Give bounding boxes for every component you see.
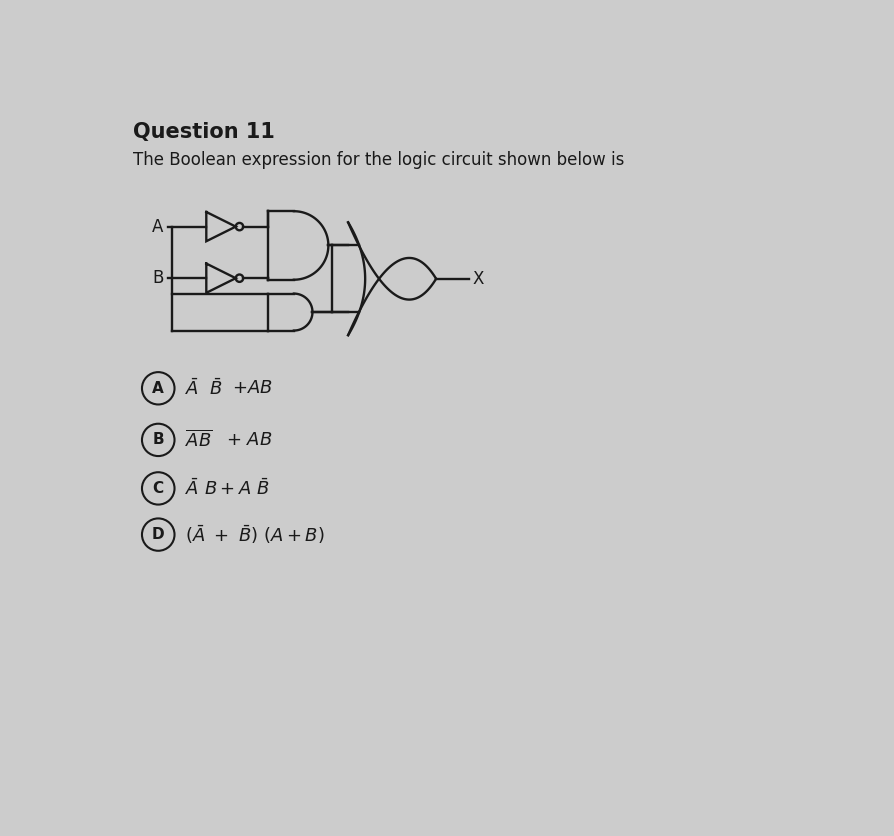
Text: B: B bbox=[153, 432, 164, 447]
Text: $\overline{AB}$: $\overline{AB}$ bbox=[185, 430, 213, 451]
Text: $+ AB$: $+ AB$ bbox=[232, 380, 273, 397]
Text: A: A bbox=[152, 217, 164, 236]
Text: $\bar{B}$: $\bar{B}$ bbox=[208, 378, 222, 399]
Text: A: A bbox=[152, 381, 164, 395]
Text: B: B bbox=[152, 269, 164, 288]
Text: $+ \ AB$: $+ \ AB$ bbox=[225, 431, 272, 449]
Text: $\bar{A}$: $\bar{A}$ bbox=[185, 378, 199, 399]
Text: The Boolean expression for the logic circuit shown below is: The Boolean expression for the logic cir… bbox=[133, 151, 625, 169]
Text: $(\bar{A}\ +\ \bar{B})\ (A + B)$: $(\bar{A}\ +\ \bar{B})\ (A + B)$ bbox=[185, 523, 325, 546]
Text: X: X bbox=[473, 270, 484, 288]
Text: Question 11: Question 11 bbox=[133, 122, 275, 142]
Text: D: D bbox=[152, 528, 164, 542]
Text: C: C bbox=[153, 481, 164, 496]
Text: $\bar{A}\ B + A\ \bar{B}$: $\bar{A}\ B + A\ \bar{B}$ bbox=[185, 478, 270, 499]
